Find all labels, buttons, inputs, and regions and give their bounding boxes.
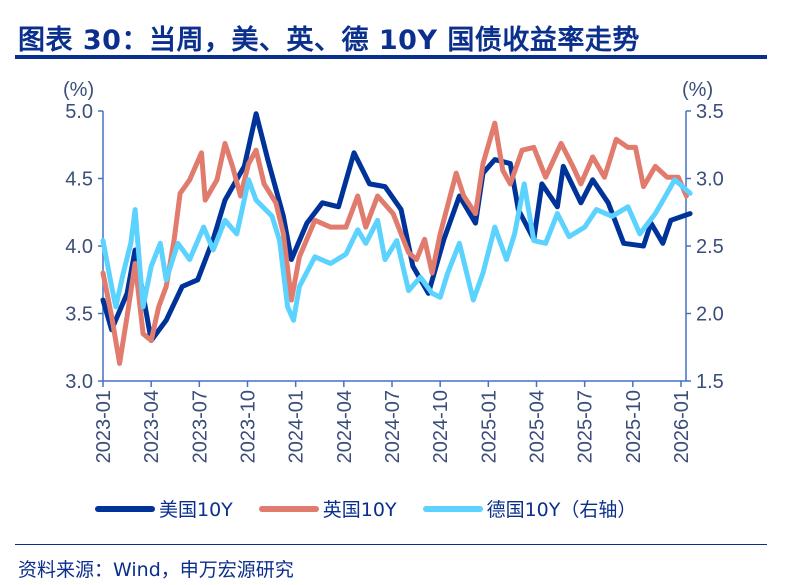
left-axis-tick-label: 3.5 [65,304,93,326]
left-axis-unit: (%) [63,79,94,101]
left-axis-tick-label: 3.0 [65,371,93,393]
legend-item-uk: 英国10Y [258,495,397,522]
right-axis-tick-label: 3.5 [696,101,724,123]
legend-label-uk: 英国10Y [322,499,397,521]
x-axis-tick-label: 2025-10 [623,390,645,463]
right-axis-tick-label: 2.0 [696,304,724,326]
chart-title: 图表 30：当周，美、英、德 10Y 国债收益率走势 [18,25,640,56]
legend-label-de: 德国10Y（右轴） [486,499,637,521]
x-axis-tick-label: 2025-04 [527,390,549,463]
right-axis-tick-label: 2.5 [696,236,724,258]
x-axis-tick-label: 2025-07 [575,390,597,463]
right-axis-tick-label: 3.0 [696,169,724,191]
legend-label-us: 美国10Y [159,499,233,521]
legend-item-us: 美国10Y [95,495,233,522]
x-axis-tick-label: 2023-04 [141,390,163,463]
legend-item-de: 德国10Y（右轴） [422,495,637,522]
footer-divider [15,544,767,545]
x-axis-tick-label: 2024-01 [286,390,308,463]
x-axis-tick-label: 2026-01 [671,390,693,463]
x-axis-tick-label: 2024-04 [334,390,356,463]
x-axis-tick-label: 2025-01 [478,390,500,463]
legend-swatch-us [95,505,155,512]
right-axis-unit: (%) [682,79,713,101]
legend-swatch-de [422,505,483,512]
series-line-us [100,111,693,343]
right-axis-tick-label: 1.5 [696,371,724,393]
x-axis-tick-label: 2023-10 [238,390,260,463]
title-underline [15,55,767,59]
legend: 美国10Y 英国10Y 德国10Y（右轴） [95,495,636,522]
left-axis-tick-label: 4.0 [65,236,93,258]
left-axis-tick-label: 4.5 [65,169,93,191]
left-axis-tick-label: 5.0 [65,101,93,123]
x-axis-tick-label: 2024-07 [382,390,404,463]
source-note: 资料来源：Wind，申万宏源研究 [18,559,294,581]
legend-swatch-uk [258,505,319,512]
x-axis-tick-label: 2023-07 [189,390,211,463]
x-axis-tick-label: 2024-10 [430,390,452,463]
x-axis-tick-label: 2023-01 [93,390,115,463]
chart-plot: (%) (%) 3.0 3.5 4.0 4.5 5.0 1.5 2.0 2.5 3.0 3.5 20… [63,79,724,463]
series-line-de [100,177,693,323]
series-line-uk [100,120,689,366]
